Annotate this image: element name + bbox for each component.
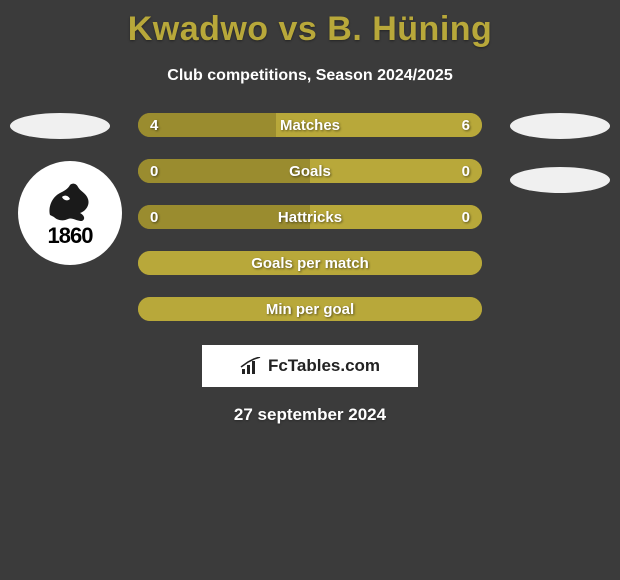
date-label: 27 september 2024 [0, 405, 620, 425]
chart-icon [240, 357, 262, 375]
stat-bar-min-per-goal: Min per goal [138, 297, 482, 321]
comparison-content: 1860 4 Matches 6 0 Goals 0 0 Hattricks 0… [0, 113, 620, 425]
stat-label: Min per goal [266, 301, 354, 318]
attribution-badge: FcTables.com [202, 345, 418, 387]
stat-label: Goals per match [251, 255, 369, 272]
bar-segment-left [138, 159, 310, 183]
stat-value-right: 0 [462, 209, 470, 226]
bar-segment-left [138, 113, 276, 137]
stat-label: Matches [280, 117, 340, 134]
stat-value-left: 0 [150, 163, 158, 180]
player-right-badge-2 [510, 167, 610, 193]
bar-segment-right [310, 159, 482, 183]
lion-crest-icon [40, 177, 100, 225]
subtitle: Club competitions, Season 2024/2025 [0, 67, 620, 85]
stat-bar-hattricks: 0 Hattricks 0 [138, 205, 482, 229]
stat-label: Hattricks [278, 209, 342, 226]
stat-value-left: 4 [150, 117, 158, 134]
stats-bars: 4 Matches 6 0 Goals 0 0 Hattricks 0 Goal… [138, 113, 482, 321]
page-title: Kwadwo vs B. Hüning [0, 0, 620, 49]
stat-bar-goals-per-match: Goals per match [138, 251, 482, 275]
stat-value-right: 0 [462, 163, 470, 180]
player-left-badge [10, 113, 110, 139]
club-year: 1860 [48, 223, 93, 249]
stat-bar-matches: 4 Matches 6 [138, 113, 482, 137]
stat-value-right: 6 [462, 117, 470, 134]
club-logo: 1860 [18, 161, 122, 265]
stat-bar-goals: 0 Goals 0 [138, 159, 482, 183]
attribution-text: FcTables.com [268, 356, 380, 376]
stat-label: Goals [289, 163, 331, 180]
player-right-badge [510, 113, 610, 139]
stat-value-left: 0 [150, 209, 158, 226]
